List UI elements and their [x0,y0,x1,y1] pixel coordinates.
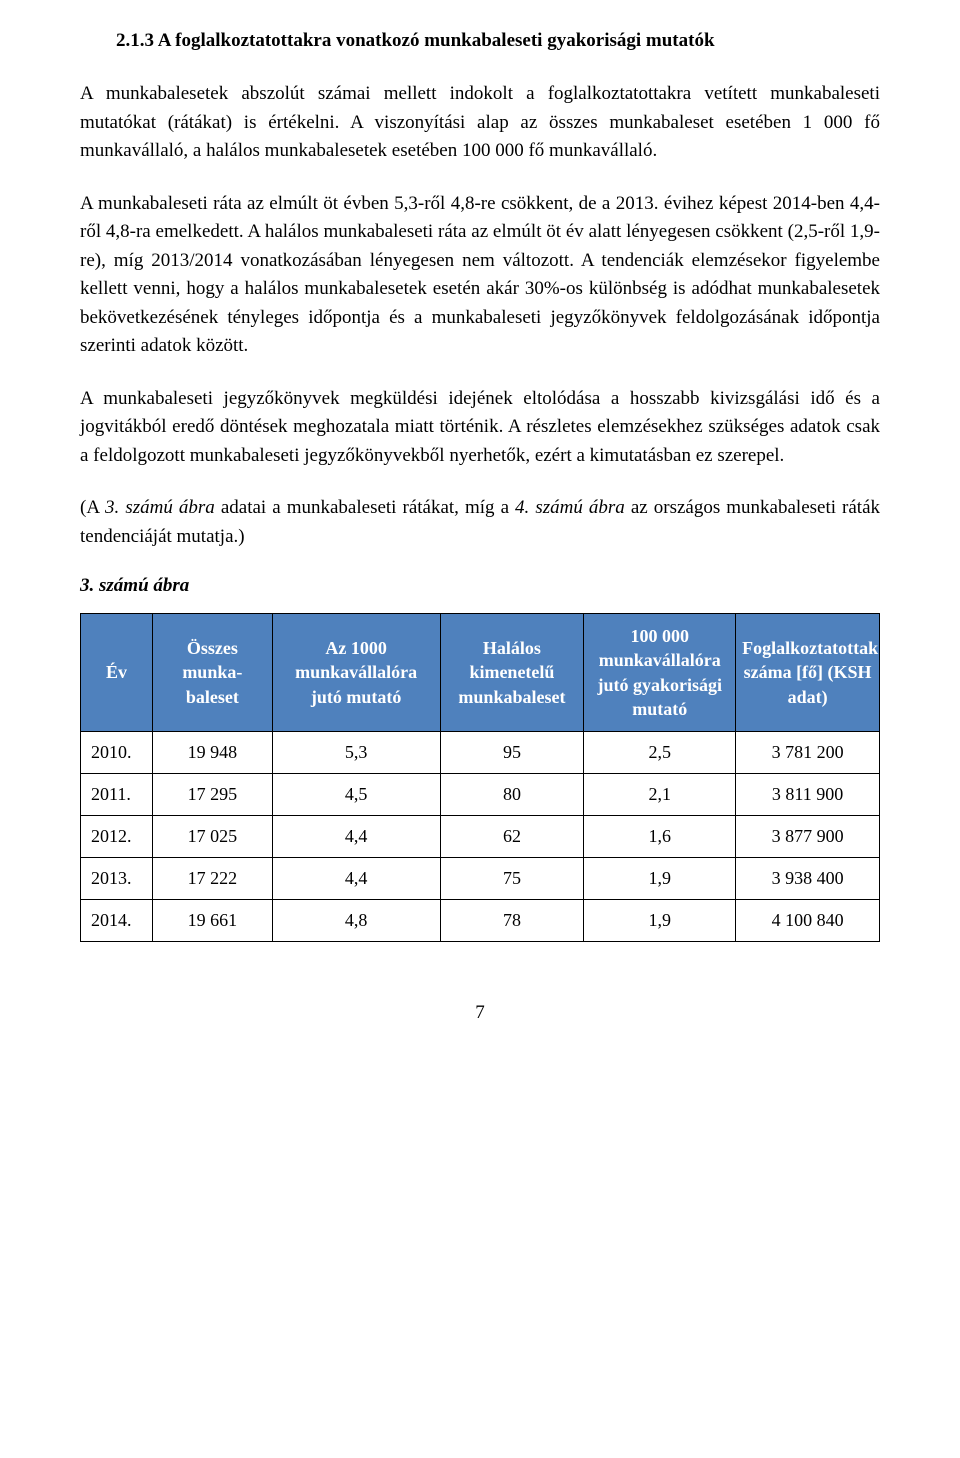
data-table: Év Összes munka-baleset Az 1000 munkavál… [80,613,880,942]
th-1: Összes munka-baleset [152,614,272,732]
cell-total: 19 948 [152,732,272,774]
cell-employed: 3 781 200 [736,732,880,774]
cell-total: 19 661 [152,900,272,942]
th-0: Év [81,614,153,732]
paragraph-3: A munkabaleseti jegyzőkönyvek megküldési… [80,385,880,471]
th-2: Az 1000 munkavállalóra jutó mutató [272,614,440,732]
cell-rate100k: 1,9 [584,858,736,900]
cell-fatal: 95 [440,732,584,774]
cell-rate100k: 1,6 [584,816,736,858]
cell-employed: 4 100 840 [736,900,880,942]
fig-note-mid1: adatai a munkabaleseti rátákat, míg a [215,497,515,518]
th-3: Halálos kimenetelű munkabaleset [440,614,584,732]
table-body: 2010. 19 948 5,3 95 2,5 3 781 200 2011. … [81,732,880,942]
cell-year: 2013. [81,858,153,900]
th-5: Foglalkoztatottak száma [fő] (KSH adat) [736,614,880,732]
fig-note-pre: (A [80,497,105,518]
paragraph-2: A munkabaleseti ráta az elmúlt öt évben … [80,190,880,361]
cell-employed: 3 938 400 [736,858,880,900]
cell-year: 2011. [81,774,153,816]
page-container: 2.1.3 A foglalkoztatottakra vonatkozó mu… [0,0,960,1064]
section-heading: 2.1.3 A foglalkoztatottakra vonatkozó mu… [80,30,880,52]
table-head: Év Összes munka-baleset Az 1000 munkavál… [81,614,880,732]
figure-caption: 3. számú ábra [80,575,880,597]
paragraph-1: A munkabalesetek abszolút számai mellett… [80,80,880,166]
cell-rate100k: 2,1 [584,774,736,816]
cell-fatal: 78 [440,900,584,942]
cell-year: 2014. [81,900,153,942]
cell-rate100k: 2,5 [584,732,736,774]
table-row: 2014. 19 661 4,8 78 1,9 4 100 840 [81,900,880,942]
cell-year: 2010. [81,732,153,774]
cell-rate1000: 4,8 [272,900,440,942]
cell-rate1000: 4,4 [272,816,440,858]
cell-fatal: 62 [440,816,584,858]
figure-reference-note: (A 3. számú ábra adatai a munkabaleseti … [80,494,880,551]
cell-rate1000: 4,4 [272,858,440,900]
cell-rate100k: 1,9 [584,900,736,942]
cell-employed: 3 877 900 [736,816,880,858]
cell-fatal: 80 [440,774,584,816]
fig-note-ref-3: 3. számú ábra [105,497,215,518]
cell-rate1000: 4,5 [272,774,440,816]
cell-year: 2012. [81,816,153,858]
table-row: 2011. 17 295 4,5 80 2,1 3 811 900 [81,774,880,816]
th-4: 100 000 munkavállalóra jutó gyakorisági … [584,614,736,732]
fig-note-ref-4: 4. számú ábra [515,497,625,518]
cell-total: 17 222 [152,858,272,900]
cell-total: 17 025 [152,816,272,858]
cell-fatal: 75 [440,858,584,900]
table-row: 2013. 17 222 4,4 75 1,9 3 938 400 [81,858,880,900]
table-row: 2010. 19 948 5,3 95 2,5 3 781 200 [81,732,880,774]
cell-total: 17 295 [152,774,272,816]
cell-rate1000: 5,3 [272,732,440,774]
table-header-row: Év Összes munka-baleset Az 1000 munkavál… [81,614,880,732]
table-row: 2012. 17 025 4,4 62 1,6 3 877 900 [81,816,880,858]
cell-employed: 3 811 900 [736,774,880,816]
page-number: 7 [80,1002,880,1024]
